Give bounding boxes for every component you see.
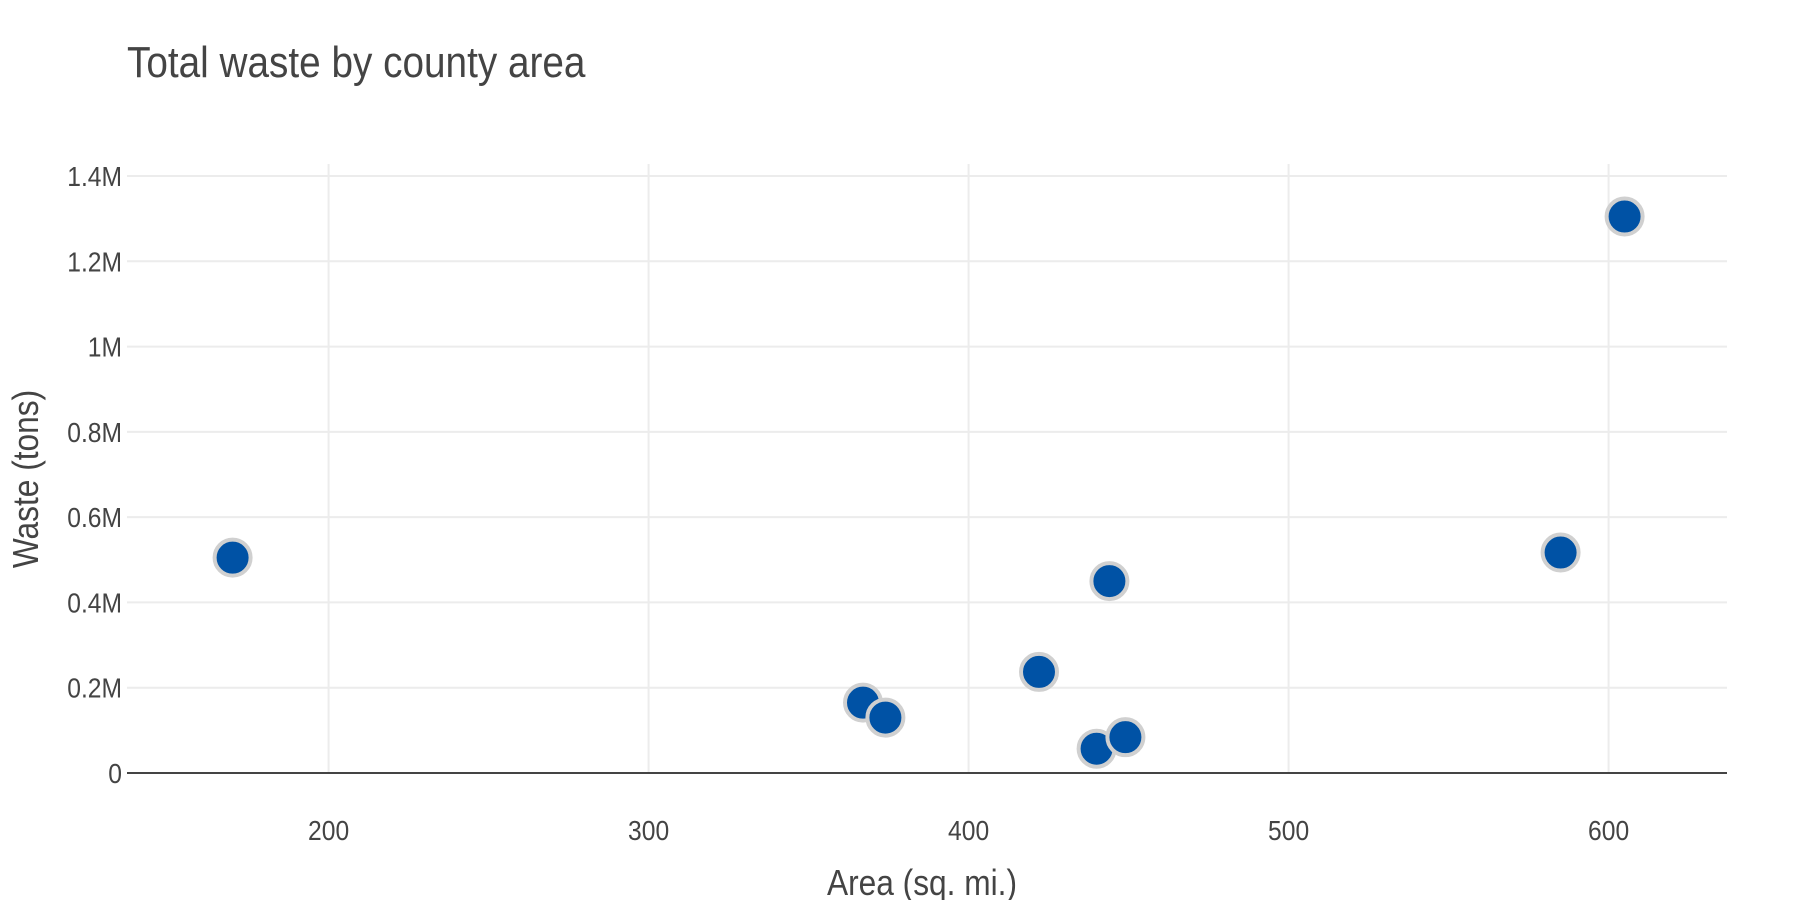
x-axis-title: Area (sq. mi.): [827, 863, 1017, 900]
data-point[interactable]: [1540, 532, 1581, 573]
x-tick-label: 500: [1268, 815, 1309, 847]
y-tick-label: 0.6M: [67, 502, 122, 534]
data-point[interactable]: [865, 697, 906, 738]
y-tick-label: 1.4M: [67, 161, 122, 193]
x-tick-label: 300: [628, 815, 669, 847]
data-point[interactable]: [1105, 717, 1146, 758]
y-axis-title: Waste (tons): [6, 390, 46, 568]
data-point[interactable]: [212, 537, 253, 578]
y-tick-label: 1M: [88, 331, 122, 363]
grid-lines: [127, 164, 1727, 773]
data-point[interactable]: [1089, 561, 1130, 602]
data-point[interactable]: [1604, 196, 1645, 237]
y-tick-labels: 0 0.2M 0.4M 0.6M 0.8M 1M 1.2M 1.4M: [67, 161, 122, 790]
x-tick-label: 600: [1588, 815, 1629, 847]
y-tick-label: 0.4M: [67, 587, 122, 619]
data-points: [212, 196, 1645, 769]
x-tick-label: 200: [308, 815, 349, 847]
y-tick-label: 1.2M: [67, 246, 122, 278]
x-tick-labels: 200 300 400 500 600: [308, 815, 1629, 847]
y-tick-label: 0.8M: [67, 416, 122, 448]
y-tick-label: 0.2M: [67, 672, 122, 704]
y-tick-label: 0: [108, 758, 122, 790]
x-tick-label: 400: [948, 815, 989, 847]
chart-title: Total waste by county area: [127, 38, 586, 87]
data-point[interactable]: [1019, 651, 1059, 692]
